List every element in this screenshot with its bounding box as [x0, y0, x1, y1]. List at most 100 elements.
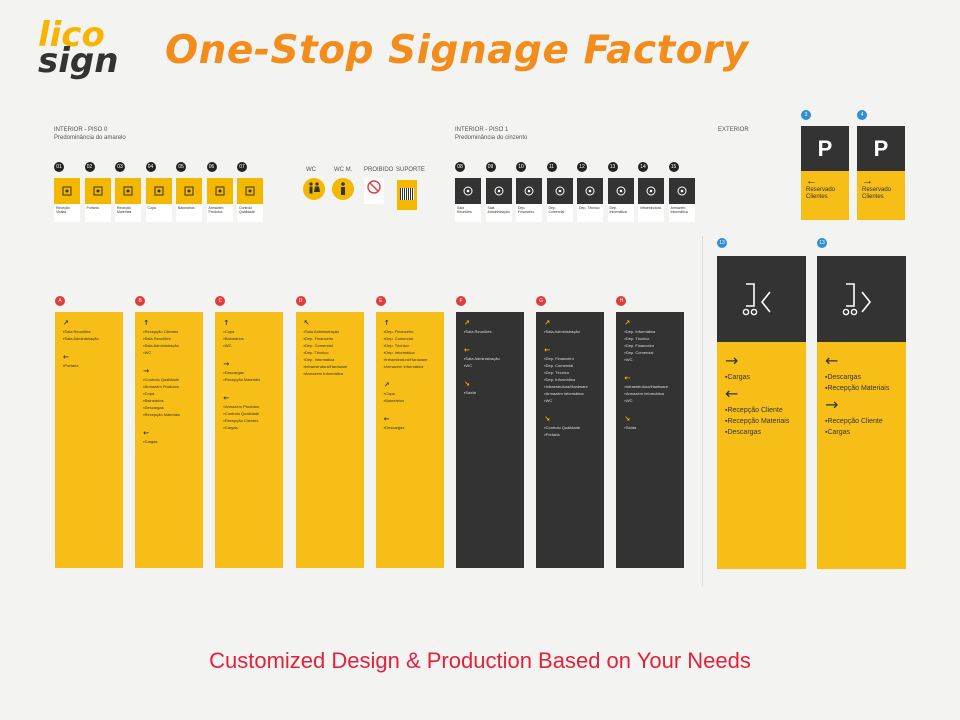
loading-dock-directions: → Cargas← Recepção ClienteRecepção Materia…: [717, 342, 806, 569]
arrow-icon: ↘: [464, 380, 470, 388]
arrow-icon: ↗: [624, 319, 631, 327]
destination-label: Dep. Comercial: [544, 362, 596, 369]
sign-tile: Dep. Informática: [607, 178, 634, 222]
compass-icon: [577, 178, 603, 204]
destination-label: Recepção Cliente: [825, 416, 898, 427]
sign-tile: Copa: [145, 178, 172, 222]
tile-caption: Copa: [147, 206, 156, 210]
sign-tile: Armazém Produtos: [206, 178, 233, 222]
arrow-icon: ←: [544, 346, 551, 354]
sign-tile: Infraestrutura: [638, 178, 664, 222]
destination-label: WC: [223, 342, 275, 349]
destination-label: Descargas: [725, 427, 798, 438]
direction-panel: ↗Sala Reuniões ←Sala AdministraçãoWC ↘Saíd…: [456, 312, 524, 568]
computer-icon: [607, 178, 634, 204]
loading-dock-icon: [817, 256, 906, 342]
calculator-icon: [516, 178, 542, 204]
section-exterior: EXTERIOR: [718, 127, 749, 133]
arrow-icon: →: [223, 360, 230, 368]
wcm-label: WC M.: [334, 167, 353, 173]
tile-number: 02: [84, 162, 95, 172]
destination-label: Dep. Informática: [624, 328, 676, 335]
destination-label: Dep. Técnico: [304, 349, 356, 356]
direction-panel: ↗Sala Administração←Dep. FinanceiroDep. …: [536, 312, 605, 568]
wc-label: WC: [306, 167, 316, 173]
sign-tile: Sala Administração: [485, 178, 512, 222]
destination-label: Infraestrutura/Hardware: [304, 363, 356, 370]
arrow-icon: →: [725, 351, 739, 370]
panel-id-badge: D: [295, 296, 306, 306]
section-interior-1: INTERIOR - PISO 1 Predominância do cinze…: [455, 126, 527, 142]
destination-label: Armazém Produtos: [143, 383, 195, 390]
tile-caption: Armazém Produtos: [208, 206, 224, 214]
destination-label: Sala Administração: [63, 335, 115, 342]
section-interior-0: INTERIOR - PISO 0 Predominância do amare…: [54, 126, 126, 142]
destination-label: Armazém Informática: [624, 390, 676, 397]
section-title: INTERIOR - PISO 1: [455, 127, 509, 133]
arrow-icon: ↗: [544, 319, 551, 327]
destination-label: Dep. Técnico: [624, 335, 676, 342]
tile-caption: Receção Materiais: [117, 206, 132, 214]
sign-tile: Armazém Informática: [668, 178, 695, 222]
network-icon: [455, 178, 481, 204]
loading-dock-directions: ← DescargasRecepção Materiais→ Recepção Cl…: [817, 342, 906, 569]
destination-label: Sala Reuniões: [464, 328, 516, 335]
tile-number: 14: [638, 162, 648, 172]
cup-icon: [145, 178, 172, 204]
parking-icon: P: [857, 126, 905, 171]
logo-line-2: sign: [38, 41, 119, 81]
parking-label-line1: Reservado: [806, 187, 836, 193]
tile-number: 09: [485, 162, 496, 172]
tile-number: 10: [516, 162, 526, 172]
page-title: One-Stop Signage Factory: [165, 28, 749, 73]
tile-number: 08: [455, 162, 465, 172]
destination-label: Saída: [464, 389, 516, 396]
destination-label: Controlo Qualidade: [223, 410, 275, 417]
destination-label: Recepção Materiais: [143, 411, 195, 418]
tile-caption: Sala Administração: [487, 206, 510, 214]
tile-caption: Armazém Informática: [670, 206, 688, 214]
destination-label: Portaria: [544, 431, 596, 438]
sign-tile: Receção Visitas: [54, 178, 80, 222]
toilet-icon: [309, 182, 320, 194]
arrow-icon: ↑: [383, 319, 390, 327]
suporte-sign: [397, 180, 417, 210]
destination-label: Dep. Financeiro: [384, 328, 436, 335]
destination-label: Recepção Cliente: [725, 405, 798, 416]
destination-label: Descargas: [223, 369, 275, 376]
arrow-icon: →: [143, 367, 150, 375]
spacer: [464, 335, 516, 345]
arrow-icon: ←: [825, 351, 839, 370]
tile-caption: Sala Reuniões: [457, 206, 472, 214]
arrow-icon: ↗: [383, 381, 390, 389]
destination-label: Recepção Clientes: [143, 328, 195, 335]
tile-caption: Dep. Técnico: [579, 206, 600, 210]
spacer: [384, 370, 436, 380]
arrow-icon: →: [825, 395, 839, 414]
archive-icon: [668, 178, 695, 204]
suporte-label: SUPORTE: [396, 167, 425, 173]
destination-label: Portaria: [63, 362, 115, 369]
panel-id-badge: B: [135, 296, 146, 306]
destination-label: Balneários: [384, 397, 436, 404]
destination-label: Sala Reuniões: [143, 335, 195, 342]
tile-caption: Dep. Financeiro: [518, 206, 535, 214]
sign-tile: Portaria: [84, 178, 111, 222]
destination-label: Dep. Comercial: [384, 335, 436, 342]
shower-icon: [176, 178, 202, 204]
sign-tile: Receção Materiais: [115, 178, 141, 222]
sign-tile: Balneários: [176, 178, 202, 222]
destination-label: Armazém Informática: [384, 363, 436, 370]
arrow-icon: ↑: [143, 319, 150, 327]
destination-label: Controlo Qualidade: [143, 376, 195, 383]
plug-icon: [638, 178, 664, 204]
tile-number: 12: [577, 162, 587, 172]
loading-dock-sign: → Cargas← Recepção ClienteRecepção Materia…: [717, 256, 806, 569]
tile-number: 04: [145, 162, 156, 172]
destination-label: Dep. Informática: [384, 349, 436, 356]
destination-label: WC: [464, 362, 516, 369]
sign-tile: Dep. Técnico: [577, 178, 603, 222]
direction-panel: ↖Sala AdministraçãoDep. FinanceiroDep. C…: [295, 312, 364, 568]
proibido-sign: [364, 178, 384, 204]
destination-label: Balneários: [223, 335, 275, 342]
